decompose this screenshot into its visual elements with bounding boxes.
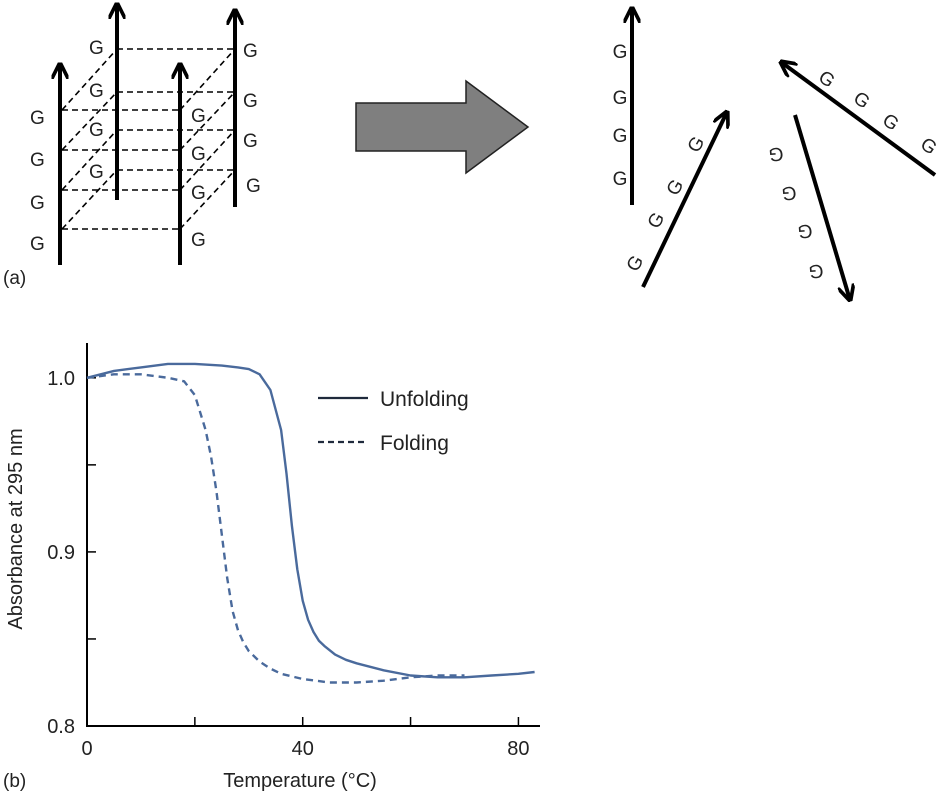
x-axis-title: Temperature (°C) — [223, 770, 377, 792]
hydrogen-bond — [179, 91, 236, 151]
guanine-label: G — [89, 120, 104, 141]
legend-label-folding: Folding — [380, 432, 449, 455]
guanine-label: G — [613, 126, 628, 147]
unfolded-strands — [632, 8, 937, 300]
guanine-label: G — [89, 38, 104, 59]
guanine-label: G — [243, 91, 258, 112]
x-tick-label: 40 — [292, 738, 314, 760]
plot-area: 0 40 80 0.8 0.9 1.0 — [47, 343, 540, 760]
x-tick-label: 80 — [507, 738, 529, 760]
guanine-label: G — [768, 142, 785, 164]
guanine-label: G — [808, 259, 825, 281]
hydrogen-bond — [61, 91, 118, 151]
panel-b-label: (b) — [3, 771, 26, 792]
panel-b: 0 40 80 0.8 0.9 1.0 Absorbance at 295 nm Tem… — [3, 343, 540, 792]
guanine-label: G — [30, 234, 45, 255]
hydrogen-bond — [61, 48, 118, 111]
y-tick-label: 0.8 — [47, 716, 75, 738]
hoogsteen-bonds — [61, 48, 236, 230]
guanine-label: G — [613, 169, 628, 190]
hydrogen-bond — [61, 129, 118, 191]
guanine-label: G — [243, 41, 258, 62]
guanine-label: G — [243, 131, 258, 152]
guanine-label: G — [191, 144, 206, 165]
guanine-label: G — [644, 209, 670, 232]
quadruplex-strands — [60, 4, 235, 265]
guanine-label: G — [797, 219, 814, 241]
guanine-label: G — [191, 183, 206, 204]
x-tick-label: 0 — [81, 738, 92, 760]
transition-arrow — [355, 79, 530, 175]
y-tick-label: 0.9 — [47, 542, 75, 564]
x-axis-ticks: 0 40 80 — [81, 717, 530, 760]
hydrogen-bond — [179, 169, 236, 230]
y-axis-ticks: 0.8 0.9 1.0 — [47, 368, 96, 738]
hydrogen-bond — [179, 48, 236, 111]
legend-label-unfolding: Unfolding — [380, 388, 469, 411]
guanine-label: G — [916, 134, 940, 160]
y-axis-title: Absorbance at 295 nm — [5, 428, 27, 629]
unfolded-strand-arrow-2 — [641, 112, 727, 288]
hydrogen-bond — [179, 129, 236, 191]
guanine-label: G — [30, 193, 45, 214]
guanine-label: G — [191, 106, 206, 127]
guanine-label: G — [613, 42, 628, 63]
y-tick-label: 1.0 — [47, 368, 75, 390]
hydrogen-bond — [61, 169, 118, 230]
guanine-label: G — [246, 176, 261, 197]
guanine-label: G — [30, 150, 45, 171]
unfolded-strand-arrow-3 — [793, 114, 850, 300]
unfolded-strand-arrow-4 — [781, 62, 937, 177]
guanine-label: G — [89, 81, 104, 102]
legend: Unfolding Folding — [318, 388, 469, 455]
guanine-label: G — [30, 108, 45, 129]
series-layer — [86, 362, 535, 684]
guanine-label: G — [781, 181, 798, 203]
guanine-label: G — [89, 162, 104, 183]
guanine-label: G — [191, 230, 206, 251]
guanine-label: G — [878, 110, 902, 136]
guanine-label: G — [613, 88, 628, 109]
panel-a-label: (a) — [3, 268, 26, 289]
guanine-label: G — [849, 88, 873, 114]
guanine-label: G — [623, 252, 649, 275]
series-line-folding — [86, 373, 465, 684]
